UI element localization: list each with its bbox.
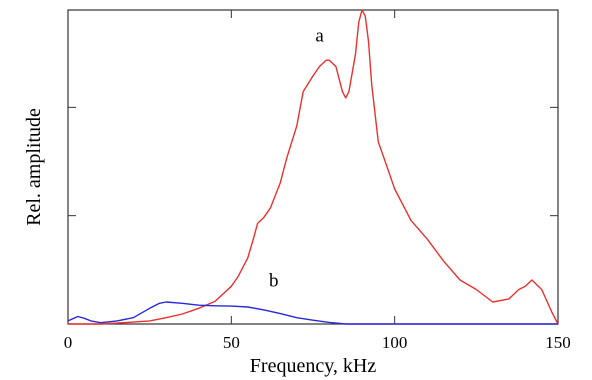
- x-tick-label: 0: [64, 333, 73, 352]
- series-line-a: [68, 9, 559, 325]
- axis-ticks: [67, 10, 559, 324]
- series-line-b: [67, 301, 558, 325]
- series-layer: [67, 9, 559, 325]
- curve-annotations: ab: [269, 25, 324, 291]
- plot-frame: [67, 9, 559, 325]
- x-tick-label: 150: [545, 333, 571, 352]
- x-tick-label: 50: [223, 333, 240, 352]
- x-axis-label: Frequency, kHz: [250, 355, 377, 377]
- y-axis-label: Rel. amplitude: [23, 108, 45, 226]
- annotation-label-a: a: [315, 25, 324, 46]
- x-tick-label: 100: [382, 333, 408, 352]
- x-tick-labels: 0 50 100 150: [64, 333, 571, 352]
- annotation-label-b: b: [269, 270, 279, 291]
